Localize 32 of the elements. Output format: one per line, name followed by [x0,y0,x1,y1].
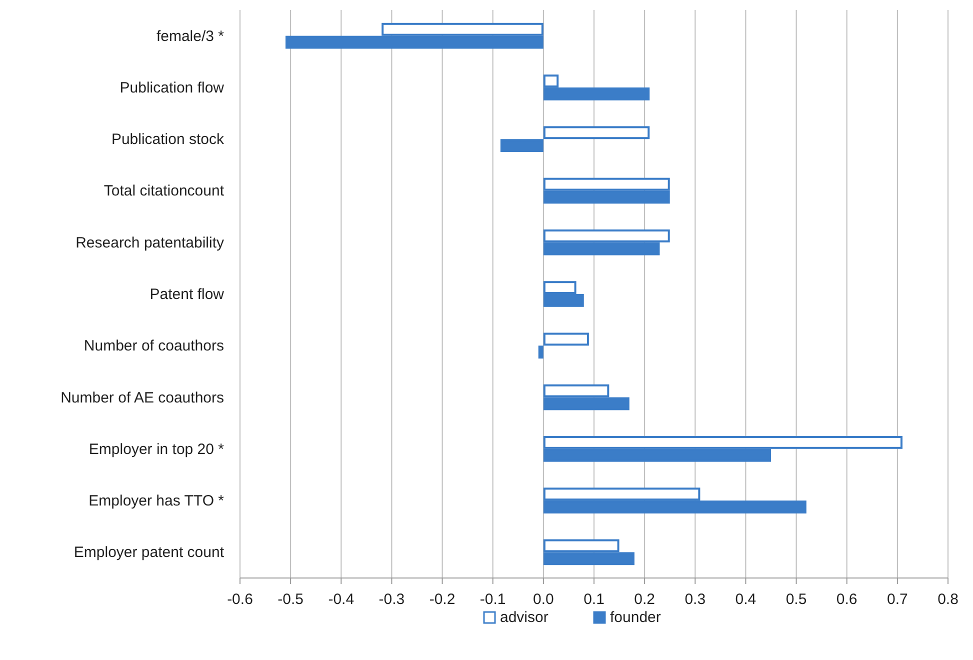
x-tick-label: -0.6 [227,591,253,608]
x-tick-label: 0.6 [836,591,858,608]
x-tick-label: -0.1 [480,591,506,608]
y-tick-label: Patent flow [150,286,224,303]
x-tick-label: 0.3 [684,591,706,608]
y-tick-label: Number of AE coauthors [60,389,224,406]
y-tick-label: Employer patent count [74,544,225,562]
legend-label: advisor [500,609,548,626]
x-tick-label: -0.4 [328,591,354,608]
x-tick-label: 0.8 [938,591,958,608]
x-tick-label: -0.2 [429,591,456,608]
x-tick-label: -0.3 [378,591,405,608]
x-tick-label: 0.1 [584,591,604,608]
y-tick-label: Research patentability [76,234,224,252]
bar [543,126,650,140]
legend-label: founder [610,609,661,626]
y-tick-label: Employer has TTO * [88,492,224,510]
y-tick-label: Publication flow [120,79,224,96]
bar [543,332,589,346]
x-tick-label: 0.0 [533,591,554,608]
x-tick-label: -0.5 [278,591,304,608]
x-tick-label: 0.7 [887,591,908,608]
y-tick-label: Number of coauthors [84,338,224,355]
y-tick-label: Total citationcount [104,182,225,200]
y-tick-label: Employer in top 20 * [88,440,224,458]
y-tick-label: Publication stock [111,131,224,148]
bar [538,346,544,359]
x-tick-label: 0.4 [735,591,756,608]
y-tick-label: female/3 * [156,28,224,45]
x-tick-label: 0.2 [634,591,655,608]
bar [500,139,544,152]
x-tick-label: 0.5 [786,591,807,608]
